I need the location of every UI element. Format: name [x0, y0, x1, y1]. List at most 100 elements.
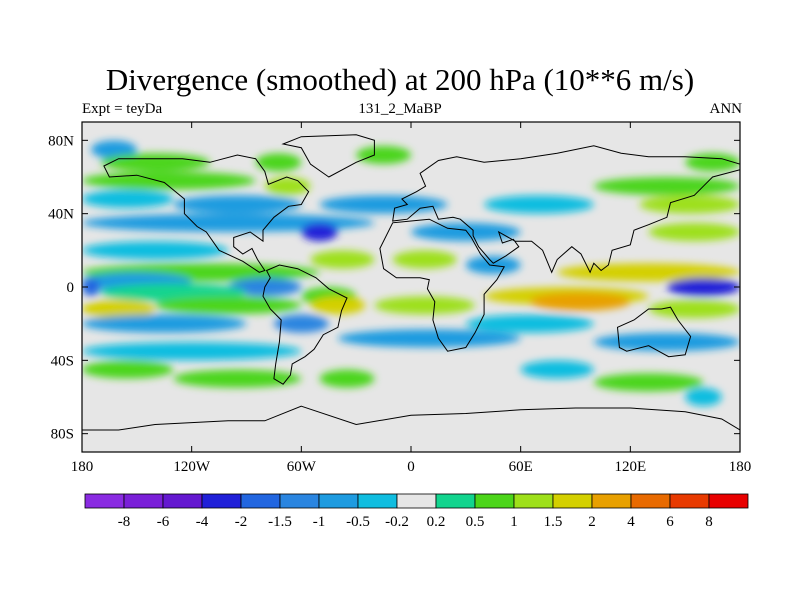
lat-tick-label: 80S — [51, 427, 74, 443]
colorbar-swatch-2 — [162, 493, 203, 509]
season-label: ANN — [709, 101, 743, 117]
field-band-10 — [319, 195, 448, 214]
field-band-44 — [319, 369, 375, 388]
field-band-40 — [593, 333, 740, 351]
field-band-15 — [411, 223, 521, 241]
colorbar-label: 6 — [666, 514, 674, 530]
colorbar-swatch-15 — [669, 493, 710, 509]
colorbar-swatch-1 — [123, 493, 164, 509]
colorbar: -8 -6 -4 -2 -1.5 -1 -0.5 -0.2 0.2 0.5 1 1.5 2 4 6 8 — [84, 493, 749, 530]
lon-tick-label: 60W — [287, 459, 317, 475]
lon-tick-label: 120W — [173, 459, 211, 475]
colorbar-swatch-5 — [279, 493, 320, 509]
colorbar-label: -0.5 — [346, 514, 370, 530]
lon-tick-label: 180 — [71, 459, 94, 475]
field-band-13 — [82, 213, 375, 232]
field-band-34 — [374, 296, 475, 315]
colorbar-label: 0.5 — [466, 514, 485, 530]
field-band-7 — [593, 177, 740, 196]
colorbar-swatch-0 — [84, 493, 125, 509]
field-band-46 — [593, 373, 704, 392]
landmass-outline-1 — [262, 264, 348, 385]
colorbar-swatch-8 — [396, 493, 437, 509]
colorbar-swatch-16 — [708, 493, 749, 509]
colorbar-label: 0.2 — [427, 514, 446, 530]
colorbar-swatch-4 — [240, 493, 281, 509]
field-band-45 — [520, 360, 594, 379]
field-band-4 — [685, 153, 740, 172]
colorbar-swatch-14 — [630, 493, 671, 509]
page-title: Divergence (smoothed) at 200 hPa (10**6 … — [105, 62, 695, 97]
landmass-outline-4 — [616, 306, 692, 358]
coastlines — [82, 134, 740, 452]
field-band-0 — [91, 140, 137, 159]
colorbar-label: 1 — [510, 514, 518, 530]
colorbar-label: 2 — [588, 514, 596, 530]
lon-tick-label: 60E — [509, 459, 533, 475]
field-band-42 — [82, 360, 174, 379]
colorbar-swatch-13 — [591, 493, 632, 509]
field-band-26 — [666, 278, 740, 296]
field-band-24 — [82, 278, 101, 296]
colorbar-label: -2 — [235, 514, 248, 530]
field-band-36 — [82, 314, 247, 333]
colorbar-swatch-6 — [318, 493, 359, 509]
field-band-9 — [173, 195, 302, 214]
colorbar-label: 8 — [705, 514, 713, 530]
colorbar-swatch-9 — [435, 493, 476, 509]
field-band-2 — [100, 153, 210, 172]
field-band-38 — [465, 314, 594, 333]
field-band-39 — [337, 329, 521, 348]
field-band-30 — [529, 292, 631, 311]
field-band-12 — [639, 195, 740, 214]
lon-tick-label: 120E — [614, 459, 646, 475]
field-band-18 — [310, 250, 375, 269]
colorbar-label: -6 — [157, 514, 170, 530]
landmass-outline-0 — [103, 154, 310, 273]
field-band-19 — [392, 250, 457, 269]
field-band-33 — [310, 296, 366, 315]
field-band-32 — [155, 296, 302, 315]
colorbar-swatch-12 — [552, 493, 593, 509]
experiment-label: Expt = teyDa — [82, 101, 163, 117]
field-band-37 — [273, 314, 329, 333]
field-band-1 — [356, 146, 412, 164]
lat-tick-label: 0 — [67, 280, 75, 296]
field-band-31 — [82, 300, 156, 318]
divergence-field — [82, 140, 740, 406]
landmass-outline-2 — [392, 145, 740, 274]
field-band-22 — [557, 263, 740, 282]
landmass-outline-5 — [82, 405, 740, 452]
lat-tick-label: 40S — [51, 353, 74, 369]
field-band-47 — [685, 388, 722, 406]
lat-tick-label: 80N — [48, 133, 74, 149]
colorbar-label: -4 — [196, 514, 209, 530]
colorbar-label: -8 — [118, 514, 131, 530]
lat-tick-label: 40N — [48, 207, 74, 223]
field-band-41 — [82, 342, 302, 361]
colorbar-swatch-10 — [474, 493, 515, 509]
run-label: 131_2_MaBP — [358, 101, 442, 117]
landmass-outline-6 — [281, 134, 375, 178]
colorbar-label: 4 — [627, 514, 635, 530]
field-band-3 — [255, 153, 302, 172]
lon-tick-label: 0 — [407, 459, 415, 475]
field-band-11 — [484, 195, 594, 214]
landmass-outline-3 — [379, 218, 506, 352]
field-band-17 — [82, 241, 229, 260]
colorbar-label: 1.5 — [544, 514, 563, 530]
colorbar-label: -1 — [313, 514, 326, 530]
field-band-35 — [648, 300, 740, 318]
colorbar-swatch-7 — [357, 493, 398, 509]
colorbar-swatch-3 — [201, 493, 242, 509]
field-band-14 — [301, 223, 338, 241]
field-band-16 — [648, 223, 740, 241]
colorbar-label: -1.5 — [268, 514, 292, 530]
colorbar-label: -0.2 — [385, 514, 409, 530]
field-band-8 — [82, 190, 174, 208]
colorbar-swatch-11 — [513, 493, 554, 509]
axis-ticks: 180 120W 60W 0 60E 120E 180 80N 40N 0 40S 80S — [48, 122, 751, 475]
lon-tick-label: 180 — [729, 459, 752, 475]
field-band-43 — [173, 369, 302, 388]
